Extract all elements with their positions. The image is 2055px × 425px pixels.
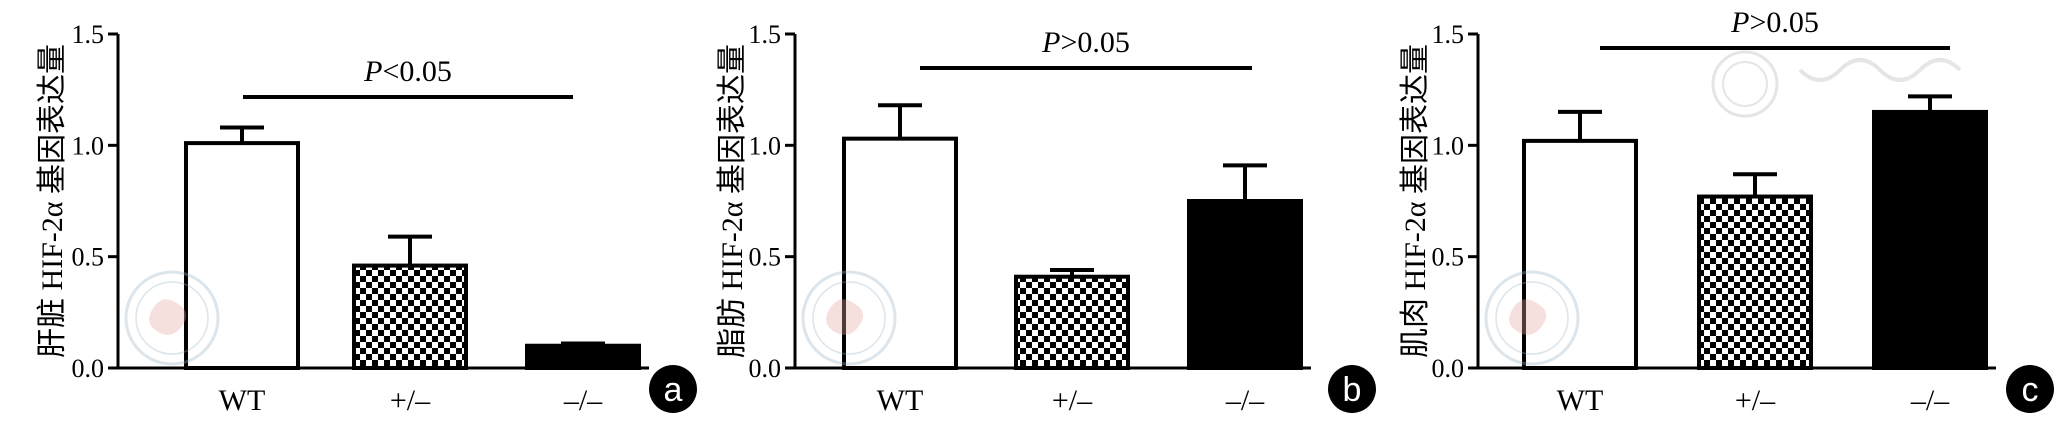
y-tick-label: 1.0	[749, 131, 782, 160]
bar-ko	[1187, 199, 1303, 370]
bar-wt	[842, 136, 958, 370]
significance-label: P>0.05	[1730, 6, 1819, 39]
y-tick-label: 1.0	[1432, 131, 1465, 160]
category-label: +/–	[1735, 384, 1776, 417]
significance-label: P>0.05	[1041, 26, 1130, 59]
bar-het	[1697, 194, 1813, 370]
y-tick-label: 0.0	[749, 354, 782, 383]
bar-het	[1014, 274, 1130, 370]
panel-letter-circle	[1328, 365, 1376, 413]
category-label: –/–	[1225, 384, 1265, 417]
y-tick-label: 1.5	[749, 20, 782, 49]
category-label: +/–	[390, 384, 431, 417]
watermark-logo-icon	[1711, 50, 1962, 118]
y-tick-label: 0.5	[72, 243, 105, 272]
y-axis-label: 脂肪 HIF-2α 基因表达量	[716, 44, 749, 358]
watermark-seal-icon	[124, 270, 220, 366]
bar-het	[352, 263, 468, 370]
y-axis-label: 肌肉 HIF-2α 基因表达量	[1399, 44, 1432, 358]
panel-letter-badge: a	[649, 365, 697, 413]
panel-c: 0.0 0.5 1.0 1.5肌肉 HIF-2α 基因表达量 WT +/– –/– P>0.0…	[1399, 6, 2054, 417]
y-tick-label: 0.0	[72, 354, 105, 383]
panel-letter: c	[2022, 371, 2039, 409]
panel-letter-circle	[649, 365, 697, 413]
panel-letter-badge: b	[1328, 365, 1376, 413]
category-label: WT	[219, 384, 266, 417]
watermark-seal-icon	[1484, 270, 1580, 366]
y-tick-label: 0.5	[1432, 243, 1465, 272]
bar-wt	[184, 141, 300, 370]
y-tick-label: 0.0	[1432, 354, 1465, 383]
category-label: –/–	[563, 384, 603, 417]
y-tick-label: 1.5	[1432, 20, 1465, 49]
panel-a: 0.0 0.5 1.0 1.5肝脏 HIF-2α 基因表达量 WT +/– –/– P<0.0…	[36, 20, 697, 417]
bar-ko	[525, 343, 641, 371]
bar-ko	[1872, 109, 1988, 371]
category-label: +/–	[1052, 384, 1093, 417]
y-axis-label: 肝脏 HIF-2α 基因表达量	[36, 44, 69, 358]
panel-letter-badge: c	[2006, 365, 2054, 413]
bar-wt	[1522, 138, 1638, 370]
watermark-seal-icon	[801, 270, 897, 366]
panel-letter-circle	[2006, 365, 2054, 413]
category-label: –/–	[1910, 384, 1950, 417]
category-label: WT	[1557, 384, 1604, 417]
panel-letter: a	[664, 371, 683, 409]
panel-b: 0.0 0.5 1.0 1.5脂肪 HIF-2α 基因表达量 WT +/– –/– P>0.0…	[716, 20, 1376, 417]
y-tick-label: 0.5	[749, 243, 782, 272]
y-tick-label: 1.0	[72, 131, 105, 160]
y-tick-label: 1.5	[72, 20, 105, 49]
category-label: WT	[877, 384, 924, 417]
panel-letter: b	[1343, 371, 1362, 409]
significance-label: P<0.05	[363, 55, 452, 88]
